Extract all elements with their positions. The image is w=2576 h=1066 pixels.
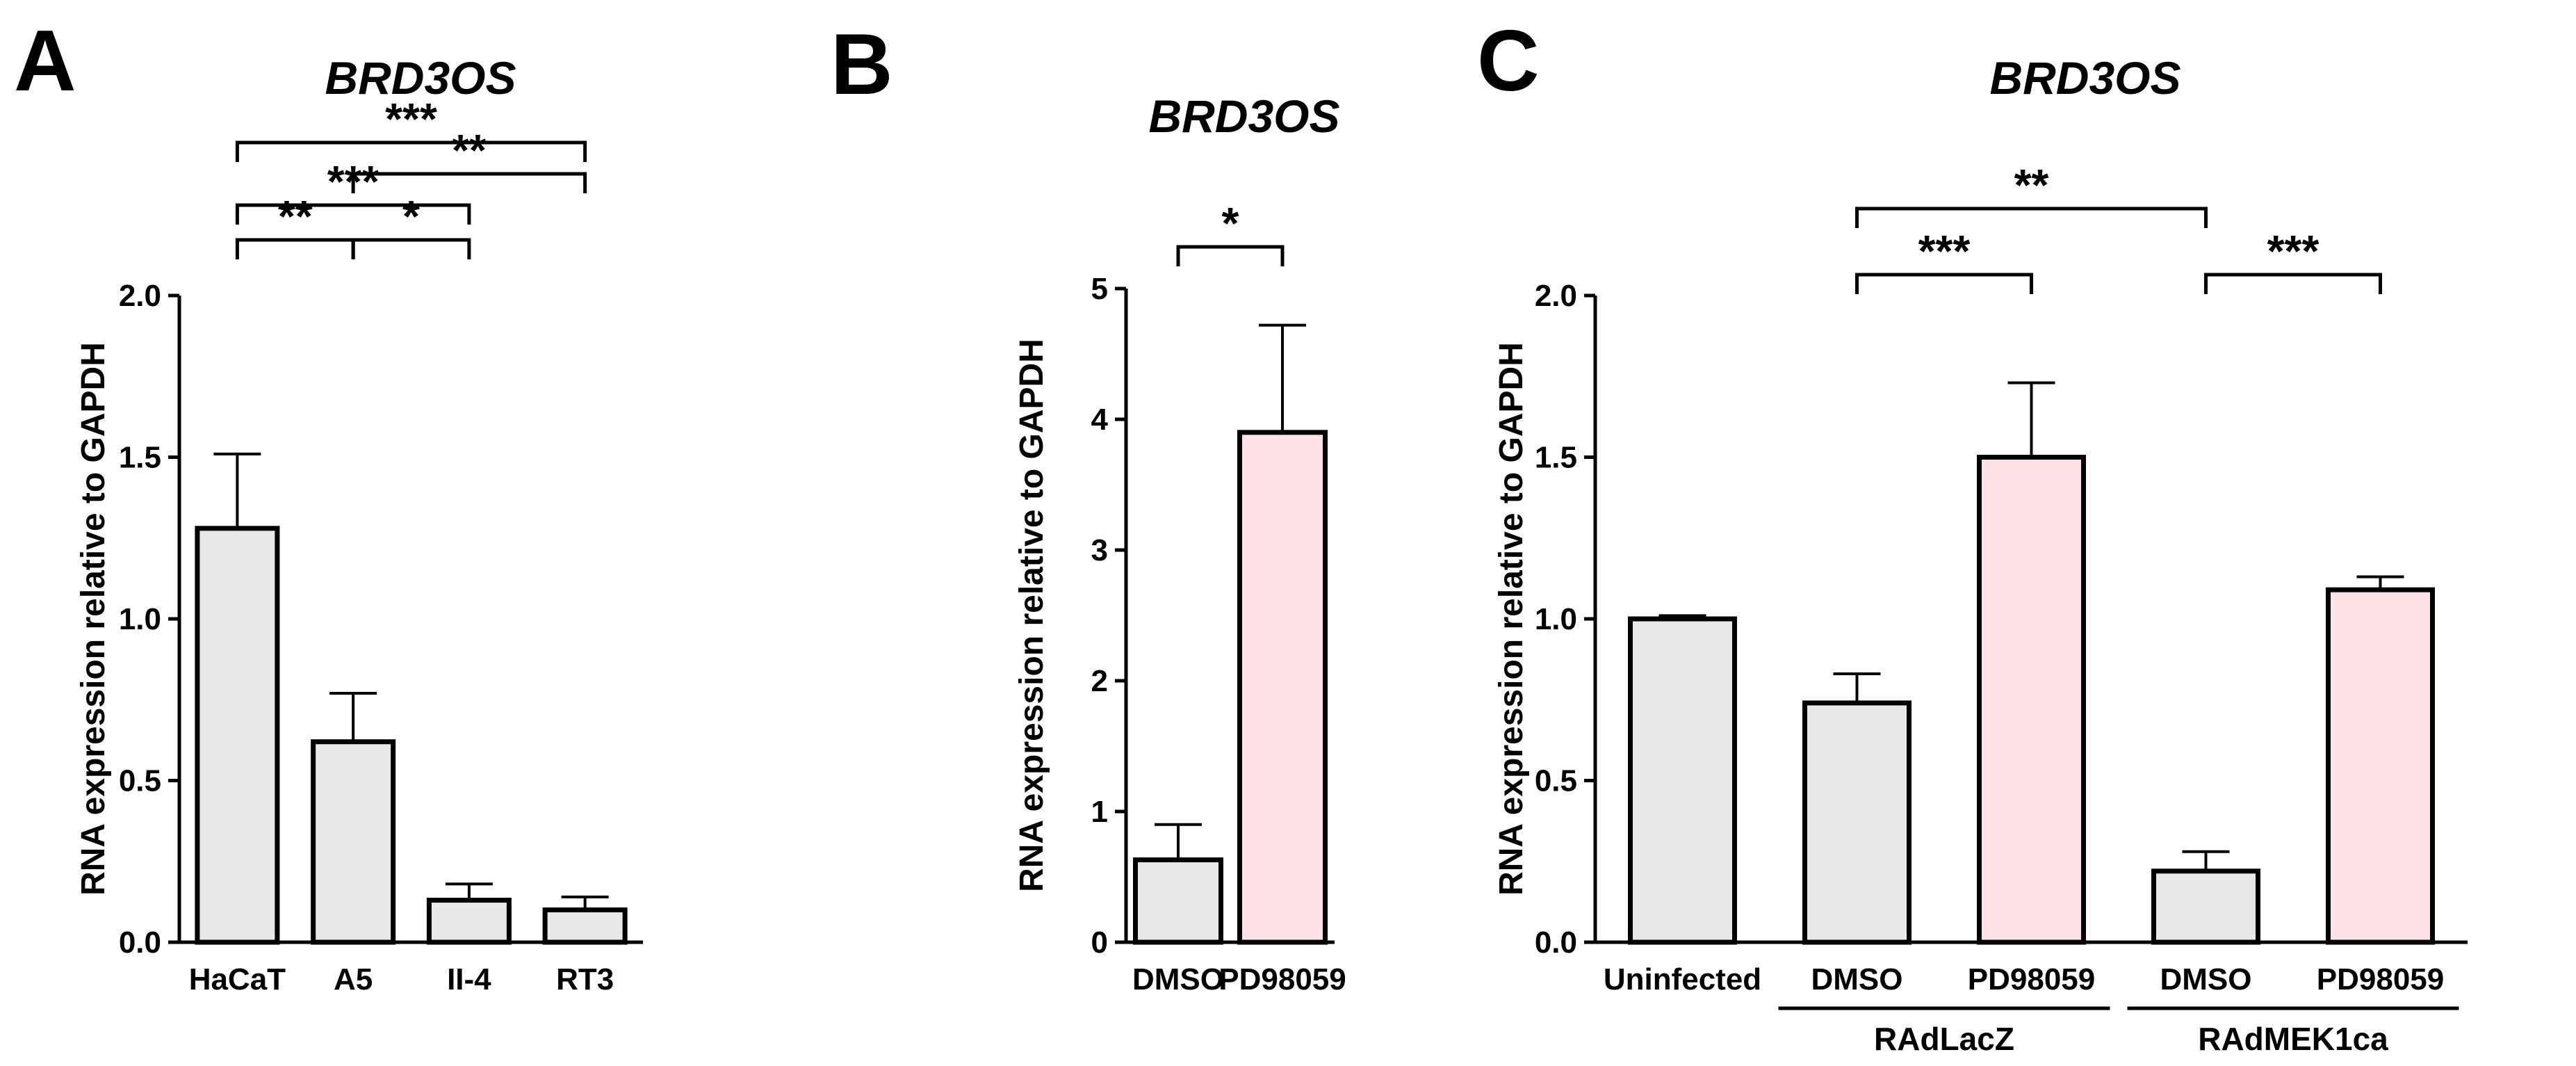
y-tick-label: 1.0	[1535, 602, 1577, 636]
chart-title: BRD3OS	[1148, 90, 1339, 142]
bar	[426, 898, 512, 945]
significance-label: ***	[327, 156, 380, 207]
x-tick-label: RT3	[556, 962, 614, 996]
significance-bracket	[351, 172, 587, 193]
y-axis-label: RNA expression relative to GAPDH	[1493, 342, 1530, 896]
bar	[1977, 455, 2086, 945]
y-tick-label: 4	[1091, 403, 1109, 437]
significance-bracket	[1855, 207, 2208, 228]
significance-label: ***	[385, 94, 437, 144]
y-tick-label: 0.0	[119, 926, 161, 960]
significance-bracket	[1176, 245, 1285, 266]
bar	[311, 739, 396, 945]
panel-letter: A	[14, 13, 76, 109]
x-tick-label: PD98059	[1968, 962, 2095, 996]
y-tick-label: 3	[1091, 533, 1108, 567]
y-axis-label: RNA expression relative to GAPDH	[1013, 339, 1050, 892]
y-tick-label: 2	[1091, 664, 1108, 698]
y-tick-label: 0.5	[119, 764, 161, 798]
y-tick-label: 0.0	[1535, 926, 1577, 960]
significance-bracket	[235, 140, 587, 162]
y-tick-label: 2.0	[1535, 279, 1577, 313]
significance-bracket	[351, 238, 471, 259]
x-tick-label: PD98059	[2317, 962, 2444, 996]
significance-bracket	[1855, 273, 2033, 294]
bar	[2326, 587, 2435, 945]
y-axis-label: RNA expression relative to GAPDH	[75, 342, 112, 896]
x-tick-label: DMSO	[2160, 962, 2252, 996]
bar	[195, 526, 280, 945]
bar	[1628, 616, 1737, 945]
bar	[1802, 700, 1911, 945]
x-tick-label: DMSO	[1132, 962, 1224, 996]
significance-bracket	[2204, 273, 2382, 294]
x-tick-label: A5	[334, 962, 373, 996]
bar	[1237, 430, 1328, 945]
significance-label: ***	[2267, 226, 2320, 276]
significance-bracket	[235, 203, 471, 225]
y-tick-label: 1	[1091, 795, 1108, 829]
x-tick-label: II-4	[447, 962, 491, 996]
y-tick-label: 5	[1091, 272, 1108, 306]
bar	[1133, 857, 1223, 945]
bar	[542, 907, 628, 945]
x-tick-label: PD98059	[1218, 962, 1346, 996]
x-tick-label: Uninfected	[1604, 962, 1761, 996]
chart-title: BRD3OS	[325, 52, 516, 104]
y-tick-label: 1.5	[1535, 441, 1577, 475]
significance-label: *	[402, 191, 420, 241]
group-label: RAdMEK1ca	[2198, 1021, 2388, 1057]
panel-letter: C	[1477, 13, 1540, 109]
y-tick-label: 2.0	[119, 279, 161, 313]
y-tick-label: 1.5	[119, 441, 161, 475]
y-tick-label: 0.5	[1535, 764, 1577, 798]
significance-label: **	[2014, 160, 2049, 210]
panel-letter: B	[831, 17, 893, 113]
significance-label: *	[1222, 198, 1239, 248]
x-tick-label: HaCaT	[189, 962, 286, 996]
significance-label: ***	[1918, 226, 1971, 276]
x-tick-label: DMSO	[1811, 962, 1903, 996]
group-label: RAdLacZ	[1874, 1021, 2014, 1057]
y-tick-label: 1.0	[119, 602, 161, 636]
significance-label: **	[278, 191, 313, 241]
significance-bracket	[235, 238, 355, 259]
panel-b: B BRD3OS 0 1 2 3 4 5 RNA expression relative to …	[831, 17, 1346, 996]
significance-label: **	[452, 125, 487, 175]
bar	[2151, 869, 2260, 945]
chart-title: BRD3OS	[1989, 52, 2180, 104]
y-tick-label: 0	[1091, 926, 1108, 960]
